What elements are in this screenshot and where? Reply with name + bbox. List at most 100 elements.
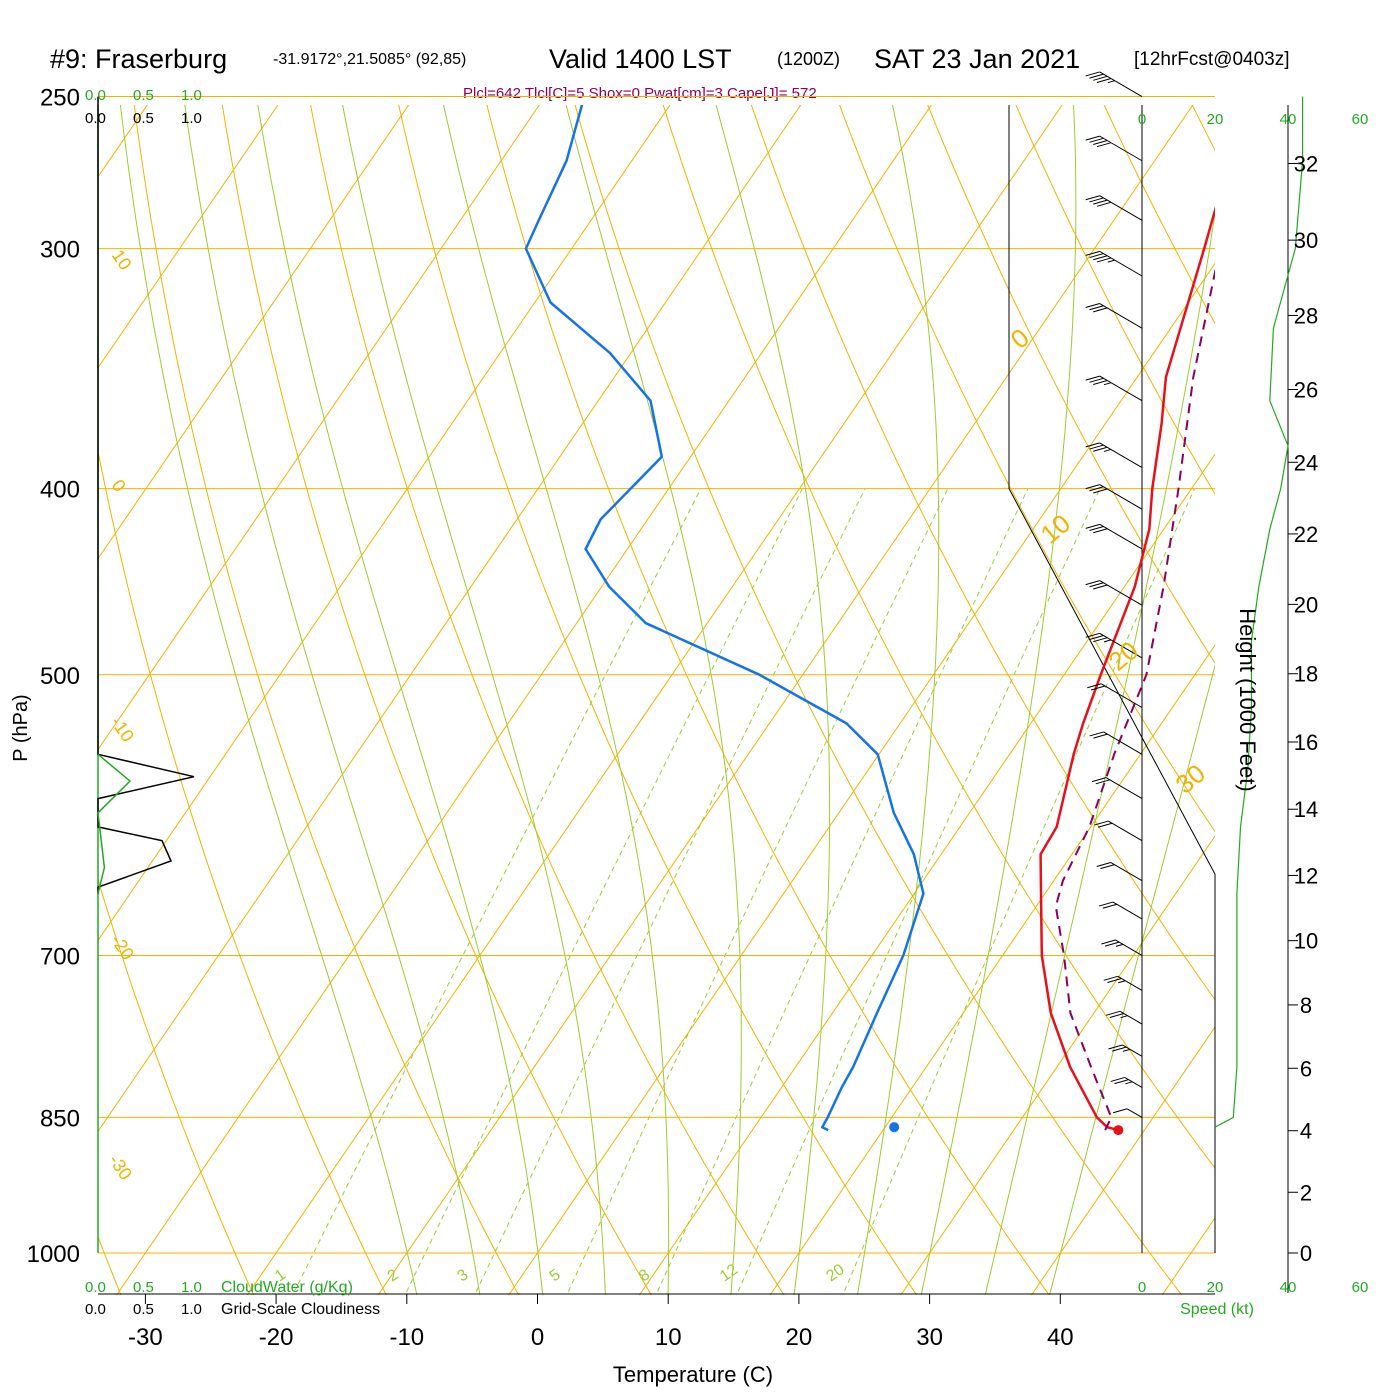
wind-barb-staff (1115, 939, 1143, 956)
wind-barb-flag (1109, 1013, 1124, 1018)
cloudiness-line (97, 96, 195, 894)
wind-barb-flag (1096, 142, 1112, 148)
dewpoint-line (524, 105, 925, 1132)
top-green-scale-0: 0.0 (85, 87, 106, 104)
wind-barb-flag (1096, 201, 1112, 207)
dry-adiabat (221, 105, 652, 1295)
wind-barb-flag (1093, 637, 1108, 643)
wind-barb-flag (1089, 582, 1104, 588)
wind-barb-half (1107, 80, 1115, 84)
right-frame (1008, 105, 1216, 1253)
chart-title-station: #9: Fraserburg (50, 44, 227, 74)
mixing-ratio-label: 20 (823, 1261, 847, 1285)
mixing-ratio-line (292, 488, 702, 1295)
height-tick-label: 0 (1300, 1241, 1312, 1266)
wind-barb-staff (1126, 1108, 1143, 1118)
bottom-black-scale-2: 1.0 (181, 1301, 202, 1318)
speed-top-60: 60 (1352, 111, 1369, 128)
isotherm (98, 105, 410, 560)
x-tick-label: -10 (389, 1324, 424, 1351)
mixing-ratio-line (566, 488, 949, 1295)
mixing-ratio-line (474, 488, 866, 1295)
height-tick-label: 10 (1294, 929, 1318, 954)
speed-curve-line (1214, 96, 1304, 1128)
top-black-scale-2: 1.0 (181, 110, 202, 127)
wind-barb-flag (1104, 941, 1120, 947)
dry-adiabat (574, 105, 1183, 1295)
wind-barb-flag (1114, 1079, 1129, 1085)
moist-adiabat (184, 105, 481, 1295)
isotherm (98, 105, 802, 1133)
moist-adiabat (1049, 663, 1215, 1295)
mixing-ratio-line (736, 488, 1101, 1295)
bottom-green-scale-1: 0.5 (133, 1279, 154, 1296)
x-axis-title: Temperature (C) (613, 1362, 773, 1387)
x-tick-label: 20 (786, 1324, 813, 1351)
wind-barb-flag (1093, 255, 1108, 261)
wind-barb-flag (1094, 820, 1109, 826)
chart-date: SAT 23 Jan 2021 (874, 44, 1080, 74)
wind-barb-staff (1101, 683, 1143, 708)
isotherm-label: -30 (105, 1151, 136, 1184)
wind-barb-flag (1089, 526, 1104, 532)
wind-barb-flag (1093, 75, 1108, 81)
moist-adiabat (119, 105, 418, 1295)
dry-adiabat (1015, 105, 1215, 495)
speed-bottom-60: 60 (1352, 1279, 1369, 1296)
pressure-tick-label: 250 (40, 85, 80, 112)
chart-valid: Valid 1400 LST (549, 44, 732, 74)
wind-barb-flag (1085, 303, 1100, 309)
isotherm (900, 835, 1215, 1295)
top-black-scale-0: 0.0 (85, 110, 106, 127)
wind-barb-flag (1093, 307, 1108, 313)
wind-barb-flag (1087, 683, 1102, 689)
isotherm (508, 262, 1215, 1295)
wind-barb-flag (1085, 484, 1100, 490)
wind-barb-flag (1089, 73, 1104, 79)
isotherm-label: 30 (1170, 758, 1211, 800)
wind-barb-flag (1093, 584, 1108, 590)
wind-barb-flag (1102, 903, 1117, 909)
dry-adiabat-lines (98, 63, 1400, 1333)
pressure-tick-label: 500 (40, 663, 80, 690)
wind-barb-flag (1093, 733, 1108, 739)
wind-barb-flag (1085, 135, 1100, 141)
wind-barb-flag (1096, 257, 1112, 263)
isotherm-label: 0 (108, 476, 130, 496)
speed-top-0: 0 (1138, 111, 1146, 128)
moist-adiabat (984, 210, 1215, 1295)
wind-barb-flag (1100, 864, 1115, 870)
moist-adiabat (257, 105, 544, 1295)
wind-barb-flag (1089, 486, 1104, 492)
mixing-ratio-label: 5 (547, 1266, 564, 1285)
mixing-ratio-line (404, 488, 803, 1295)
wind-barb-staff (1099, 250, 1143, 277)
wind-barb-half (1103, 448, 1112, 452)
wind-barb-half (1107, 259, 1115, 263)
wind-barb-flag (1098, 901, 1114, 907)
dry-adiabat (398, 105, 918, 1295)
height-axis-title: Height (1000 Feet) (1235, 608, 1260, 791)
height-tick-label: 26 (1294, 377, 1318, 402)
speed-axis-label: Speed (kt) (1180, 1301, 1254, 1318)
surface-temperature-marker (1113, 1125, 1124, 1136)
wind-barb-staff (1117, 975, 1143, 991)
wind-barb-flag (1095, 779, 1110, 785)
wind-barb-flag (1093, 380, 1108, 385)
top-green-scale-1: 0.5 (133, 87, 154, 104)
wind-barb-staff (1099, 523, 1143, 550)
wind-barb-half (1118, 980, 1126, 984)
cloud-water-label: CloudWater (g/Kg) (221, 1279, 353, 1296)
isotherm-label: -20 (107, 931, 138, 964)
wind-barb-flag (1090, 685, 1106, 691)
x-tick-label: -20 (259, 1324, 294, 1351)
isotherm (98, 105, 279, 369)
dry-adiabat (1345, 63, 1400, 1333)
wind-barb-staff (1108, 820, 1143, 842)
moist-adiabat-lines (119, 105, 1215, 1295)
wind-barb-flag (1093, 488, 1108, 494)
height-tick-label: 2 (1300, 1180, 1312, 1205)
dry-adiabat (1191, 105, 1215, 152)
